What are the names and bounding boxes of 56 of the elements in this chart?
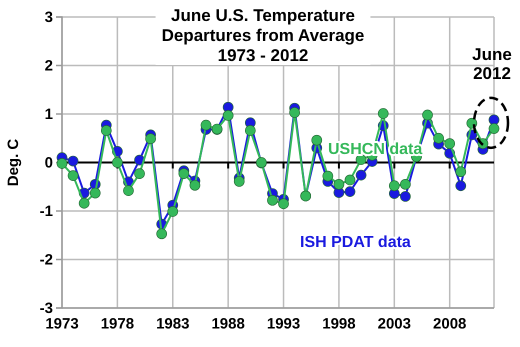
point: [90, 188, 101, 198]
point: [200, 120, 212, 130]
x-tick-label: 1988: [211, 316, 245, 333]
y-tick-label: -3: [40, 300, 53, 317]
point: [433, 132, 444, 144]
text: ISH PDAT data: [300, 234, 411, 251]
point: [388, 180, 400, 192]
y-tick-label: 3: [44, 8, 53, 26]
x-tick-label: 1973: [45, 316, 79, 333]
y-tick-label: -2: [40, 251, 53, 268]
point: [78, 198, 90, 209]
x-tick-label: 2003: [378, 316, 411, 333]
point: [123, 185, 134, 196]
text: June U.S. Temperature Departures from Average 1973 - 2012: [162, 6, 364, 65]
point: [134, 168, 145, 179]
point: [322, 170, 334, 182]
point: [167, 206, 178, 217]
point: [190, 180, 200, 191]
point: [334, 178, 344, 190]
point: [311, 134, 322, 146]
point: [289, 107, 300, 118]
point: [344, 174, 356, 186]
point: [400, 178, 411, 190]
x-tick-label: 2008: [433, 316, 466, 333]
point: [378, 108, 389, 119]
point: [112, 157, 123, 168]
x-tick-label: 1978: [100, 316, 134, 333]
point: [344, 186, 356, 197]
y-axis-title: Deg. C: [5, 138, 22, 186]
x-tick-label: 1983: [156, 316, 190, 333]
point: [100, 125, 112, 136]
point: [156, 228, 168, 240]
point: [422, 110, 433, 120]
point: [455, 166, 466, 178]
point: [68, 156, 78, 166]
point: [222, 110, 234, 121]
x-tick-label: 1993: [266, 316, 300, 333]
point: [267, 194, 278, 206]
point: [234, 176, 245, 187]
y-tick-label: 1: [44, 106, 53, 123]
point: [455, 180, 466, 192]
y-tick-label: 0: [44, 154, 53, 172]
point: [400, 191, 411, 202]
point: [145, 133, 156, 144]
point: [488, 114, 500, 126]
point: [68, 170, 78, 181]
point: [178, 168, 190, 179]
point: [488, 123, 500, 134]
point: [278, 198, 289, 210]
x-tick-label: 1998: [322, 316, 356, 333]
y-tick-label: 2: [44, 57, 53, 74]
annotation: June 2012: [472, 44, 512, 83]
point: [444, 138, 456, 149]
point: [356, 170, 366, 180]
y-tick-label: -1: [40, 202, 53, 220]
point: [244, 125, 256, 136]
